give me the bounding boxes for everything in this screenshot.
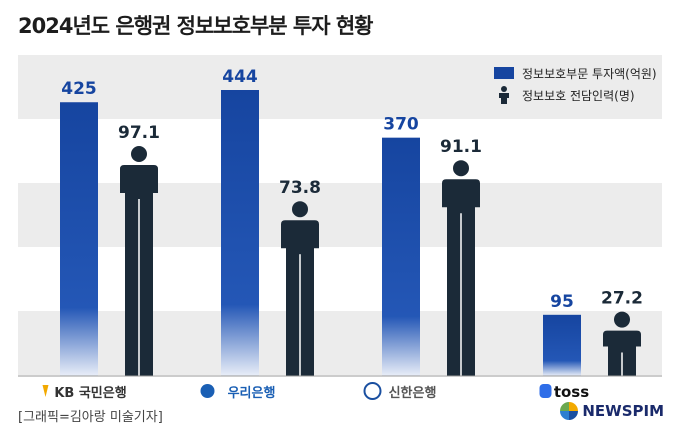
bank-logo-icon: [363, 382, 382, 400]
staff-value-label: 27.2: [601, 289, 643, 309]
category-label: 신한은행: [389, 385, 437, 401]
x-axis: KB 국민은행 우리은행 신한은행 toss: [18, 375, 662, 401]
chart-legend: 정보보호부문 투자액(억원) 정보보호 전담인력(명): [494, 62, 657, 106]
kb-star-icon: [42, 385, 49, 397]
person-head: [453, 160, 469, 177]
brand-logo: NEWSPIM: [560, 402, 664, 420]
graphic-credit: [그래픽=김아랑 미술기자]: [18, 410, 163, 425]
person-icon: [494, 86, 514, 104]
investment-bar: [60, 102, 98, 376]
investment-value-label: 95: [550, 292, 574, 312]
chart-data-labels: 425 97.1 444 73.8 370 91.1 95 27.2: [61, 67, 643, 312]
person-head: [614, 311, 630, 328]
category-label: KB 국민은행: [54, 385, 126, 401]
bank-logo-icon: [200, 384, 215, 398]
investment-bar: [221, 90, 259, 376]
legend-bar-swatch: [494, 67, 514, 79]
person-head: [292, 201, 308, 218]
woori-circle-icon: [200, 384, 215, 398]
legend-label-investment: 정보보호부문 투자액(억원): [522, 66, 657, 81]
category-label: toss: [554, 383, 589, 401]
investment-value-label: 444: [222, 67, 258, 87]
grid-band: [18, 55, 662, 119]
staff-value-label: 91.1: [440, 137, 482, 157]
bank-logo-icon: [42, 385, 49, 397]
investment-bar: [543, 314, 581, 376]
staff-person-icon: [442, 160, 480, 376]
staff-value-label: 73.8: [279, 178, 321, 198]
brand-name: NEWSPIM: [582, 402, 664, 420]
newspim-logo-icon: [560, 402, 579, 420]
staff-value-label: 97.1: [118, 123, 160, 143]
shinhan-circle-icon: [363, 382, 382, 400]
investment-bar: [382, 137, 420, 376]
investment-value-label: 370: [383, 115, 419, 135]
category-label: 우리은행: [228, 385, 276, 401]
investment-value-label: 425: [61, 79, 97, 99]
grid-band: [18, 183, 662, 247]
staff-person-icon: [120, 146, 158, 376]
staff-person-icon: [603, 311, 641, 376]
legend-item-staff: 정보보호 전담인력(명): [494, 84, 657, 106]
toss-icon: [539, 384, 552, 398]
bank-logo-icon: [539, 384, 552, 398]
legend-label-staff: 정보보호 전담인력(명): [522, 88, 635, 103]
chart-title: 2024년도 은행권 정보보호부분 투자 현황: [18, 14, 373, 38]
legend-item-investment: 정보보호부문 투자액(억원): [494, 62, 657, 84]
person-head: [131, 146, 147, 162]
staff-person-icon: [281, 201, 319, 376]
chart-marks: [60, 90, 641, 376]
